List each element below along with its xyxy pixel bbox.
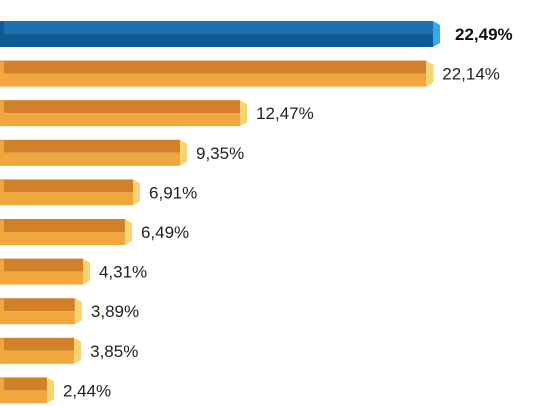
bar-end-cap	[74, 298, 82, 325]
bar-left-edge	[0, 219, 4, 245]
bar-6: 6,49%	[0, 219, 189, 245]
bar-5: 6,91%	[0, 179, 197, 206]
bar-value-label: 6,91%	[149, 183, 197, 202]
bar-top-face	[0, 100, 241, 114]
bar-10: 2,44%	[0, 377, 111, 404]
bar-top-face	[0, 219, 125, 232]
bar-1: 22,49%	[0, 21, 513, 47]
bar-end-cap	[180, 139, 188, 166]
bar-left-edge	[0, 258, 4, 285]
bar-left-edge	[0, 377, 4, 404]
bar-value-label: 6,49%	[141, 223, 189, 242]
bar-bottom-face	[0, 152, 181, 166]
bar-bottom-face	[0, 271, 83, 285]
bar-left-edge	[0, 100, 4, 127]
bar-end-cap	[46, 377, 54, 404]
bar-end-cap	[433, 21, 440, 47]
bar-bottom-face	[0, 113, 241, 127]
bar-value-label: 9,35%	[196, 144, 244, 163]
bar-left-edge	[0, 337, 4, 364]
bar-top-face	[0, 60, 427, 74]
bar-top-face	[0, 337, 75, 351]
bar-top-face	[0, 179, 134, 193]
bar-bottom-face	[0, 350, 75, 364]
bar-bottom-face	[0, 73, 427, 87]
bar-value-label: 4,31%	[99, 263, 147, 282]
bar-value-label: 3,89%	[91, 302, 139, 321]
bar-left-edge	[0, 21, 4, 47]
bar-value-label: 22,49%	[455, 25, 513, 44]
bar-4: 9,35%	[0, 139, 244, 166]
bar-bottom-face	[0, 34, 433, 47]
bar-end-cap	[133, 179, 141, 206]
bar-value-label: 3,85%	[90, 342, 138, 361]
bar-value-label: 12,47%	[256, 104, 314, 123]
bar-left-edge	[0, 139, 4, 166]
bar-bottom-face	[0, 390, 47, 404]
bar-top-face	[0, 21, 433, 34]
bar-left-edge	[0, 60, 4, 87]
bar-left-edge	[0, 179, 4, 206]
bar-end-cap	[240, 100, 248, 127]
bar-bottom-face	[0, 192, 134, 206]
bar-top-face	[0, 298, 75, 312]
bar-top-face	[0, 377, 47, 391]
bar-top-face	[0, 258, 83, 272]
bar-end-cap	[74, 337, 82, 364]
bar-end-cap	[426, 60, 434, 87]
bar-3: 12,47%	[0, 100, 314, 127]
bar-value-label: 2,44%	[63, 381, 111, 400]
bar-end-cap	[82, 258, 90, 285]
bar-left-edge	[0, 298, 4, 325]
bar-2: 22,14%	[0, 60, 500, 87]
bar-value-label: 22,14%	[442, 65, 500, 84]
bar-bottom-face	[0, 311, 75, 325]
bar-bottom-face	[0, 232, 125, 245]
bar-end-cap	[124, 219, 132, 245]
bar-7: 4,31%	[0, 258, 147, 285]
bar-top-face	[0, 139, 181, 153]
bar-9: 3,85%	[0, 337, 138, 364]
bar-8: 3,89%	[0, 298, 139, 325]
